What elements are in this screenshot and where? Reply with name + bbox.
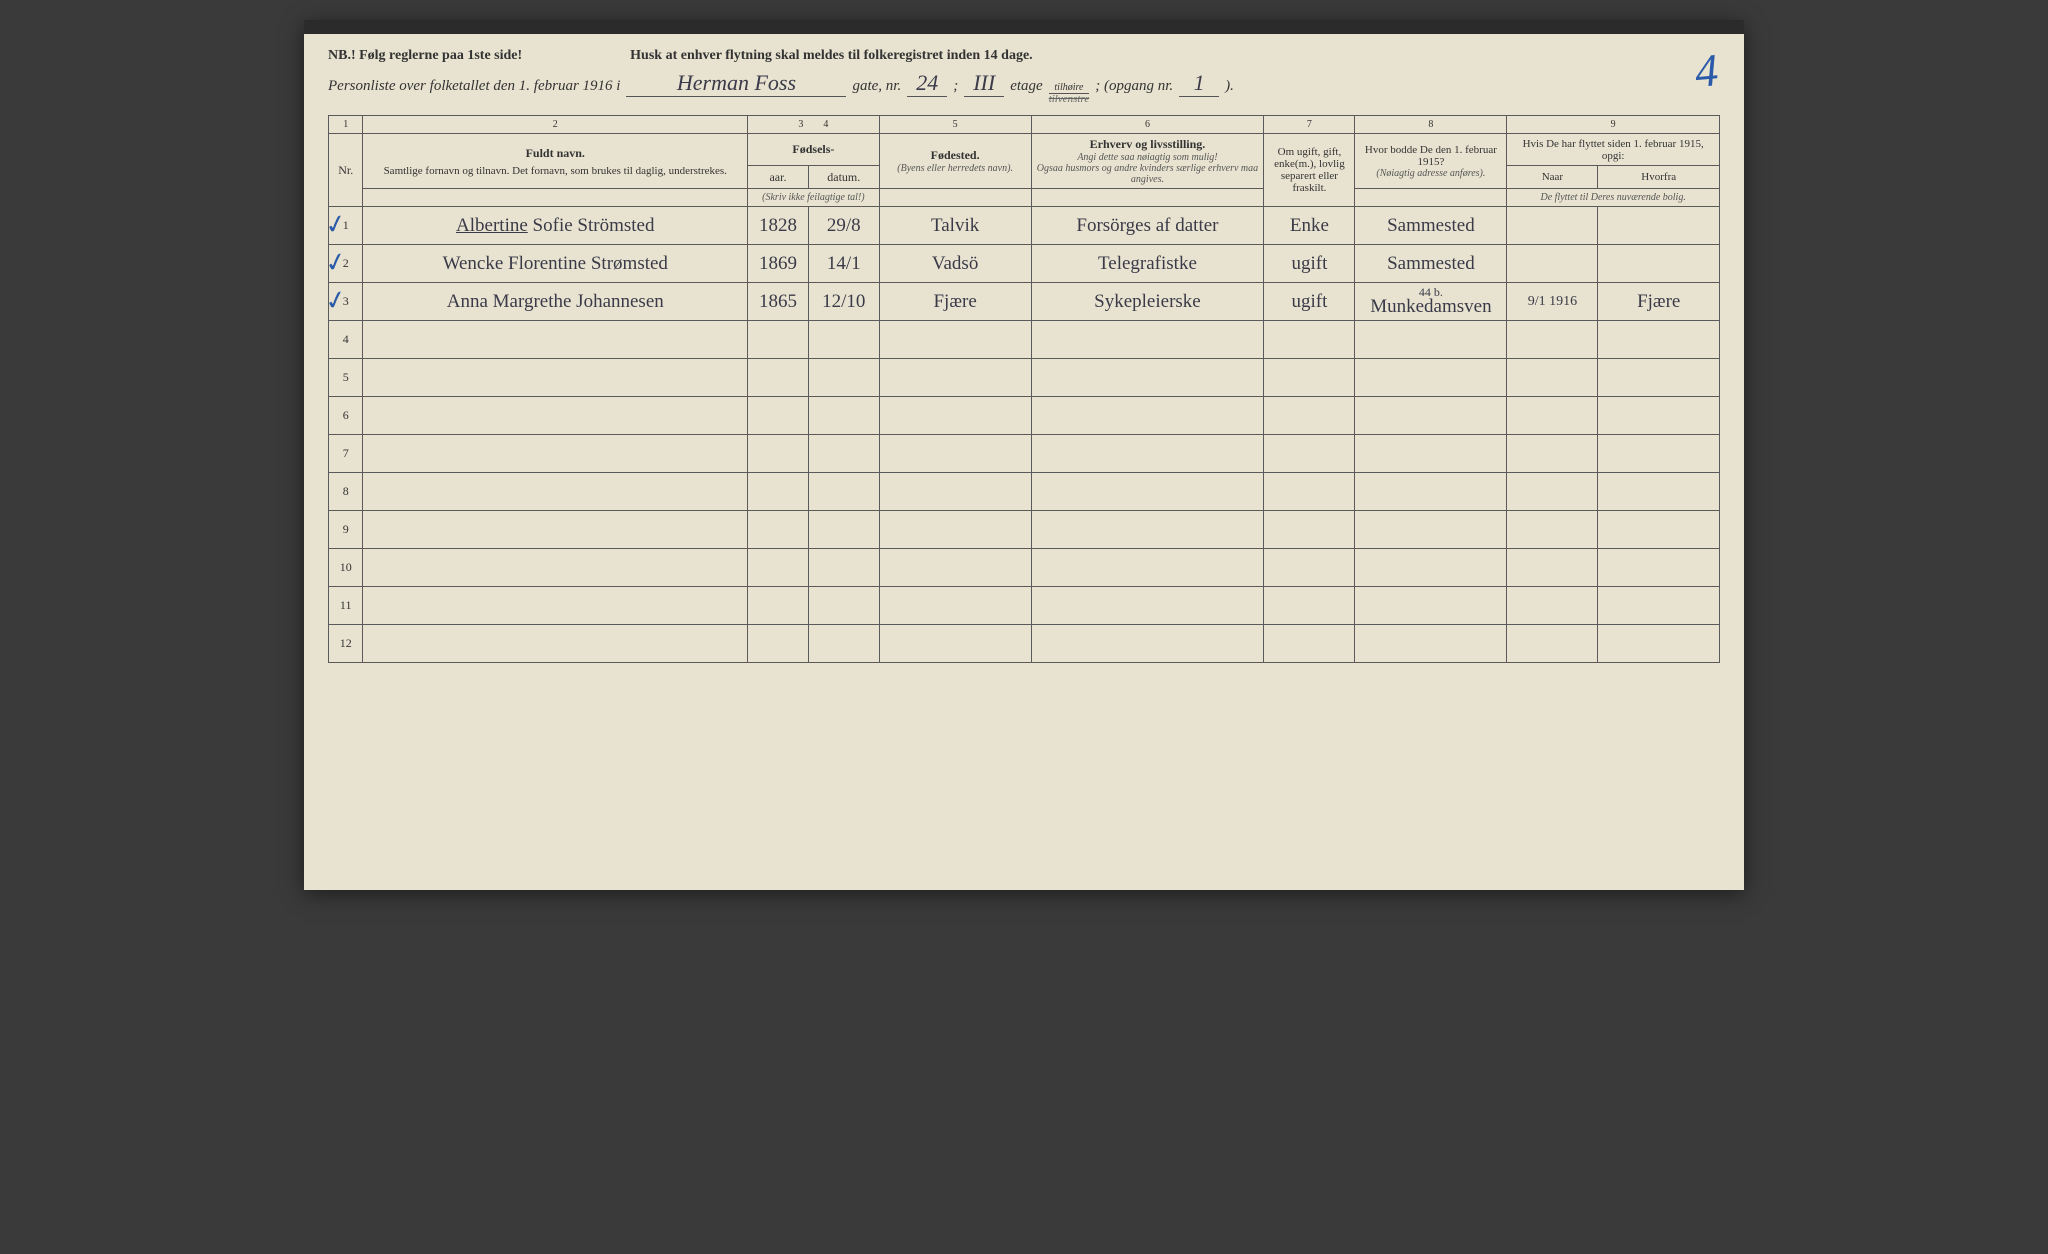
cell-moved-from: Fjære [1598, 283, 1720, 321]
colnum-1: 1 [329, 116, 363, 134]
colnum-3-4: 3 4 [748, 116, 880, 134]
cell-status: ugift [1264, 283, 1355, 321]
header-moved: Hvis De har flyttet siden 1. februar 191… [1507, 134, 1720, 166]
row-number: 7 [329, 435, 363, 473]
table-row: 6 [329, 397, 1720, 435]
cell-occupation: Sykepleierske [1031, 283, 1264, 321]
close-paren: ). [1225, 78, 1234, 95]
cell-date: 14/1 [808, 245, 879, 283]
table-row: 4 [329, 321, 1720, 359]
cell-name: Albertine Sofie Strömsted [363, 207, 748, 245]
row-number: ✓2 [329, 245, 363, 283]
cell-addr1915: Sammested [1355, 207, 1507, 245]
cell-moved-when [1507, 245, 1598, 283]
row-number: 10 [329, 549, 363, 587]
cell-place: Fjære [879, 283, 1031, 321]
table-row: 12 [329, 625, 1720, 663]
census-form-page: 4 NB.! Følg reglerne paa 1ste side! Husk… [304, 20, 1744, 890]
gate-label: gate, nr. [852, 78, 901, 95]
table-row: 11 [329, 587, 1720, 625]
header-year: aar. [748, 166, 809, 189]
cell-place: Talvik [879, 207, 1031, 245]
header-name: Fuldt navn. Samtlige fornavn og tilnavn.… [363, 134, 748, 189]
cell-date: 12/10 [808, 283, 879, 321]
cell-year: 1869 [748, 245, 809, 283]
cell-place: Vadsö [879, 245, 1031, 283]
colnum-8: 8 [1355, 116, 1507, 134]
title-line: Personliste over folketallet den 1. febr… [328, 70, 1720, 105]
row-number: ✓1 [329, 207, 363, 245]
table-row: ✓1 Albertine Sofie Strömsted 1828 29/8 T… [329, 207, 1720, 245]
header-marital: Om ugift, gift, enke(m.), lovlig separer… [1264, 134, 1355, 207]
header-date: datum. [808, 166, 879, 189]
header-birthplace: Fødested. (Byens eller herredets navn). [879, 134, 1031, 189]
opgang-label: ; (opgang nr. [1095, 78, 1173, 95]
cell-date: 29/8 [808, 207, 879, 245]
side-indicator: tilhøire tilvenstre [1049, 83, 1090, 105]
cell-addr1915: Sammested [1355, 245, 1507, 283]
cell-moved-from [1598, 245, 1720, 283]
row-number: 4 [329, 321, 363, 359]
row-number: 11 [329, 587, 363, 625]
header-birth: Fødsels- [748, 134, 880, 166]
header-addr1915: Hvor bodde De den 1. februar 1915? (Nøia… [1355, 134, 1507, 189]
cell-occupation: Forsörges af datter [1031, 207, 1264, 245]
table-header: 1 2 3 4 5 6 7 8 9 Nr. Fuldt navn. Samtli… [329, 116, 1720, 207]
header-nr: Nr. [329, 134, 363, 207]
gate-nr-field: 24 [907, 70, 947, 97]
cell-status: ugift [1264, 245, 1355, 283]
etage-label: etage [1010, 78, 1042, 95]
cell-year: 1828 [748, 207, 809, 245]
table-row: ✓2 Wencke Florentine Strømsted 1869 14/1… [329, 245, 1720, 283]
row-number: 5 [329, 359, 363, 397]
checkmark-icon: ✓ [322, 245, 350, 280]
colnum-9: 9 [1507, 116, 1720, 134]
row-number: 6 [329, 397, 363, 435]
cell-name: Wencke Florentine Strømsted [363, 245, 748, 283]
census-table: 1 2 3 4 5 6 7 8 9 Nr. Fuldt navn. Samtli… [328, 115, 1720, 663]
colnum-2: 2 [363, 116, 748, 134]
header-moved-when: Naar [1507, 166, 1598, 189]
row-number: 12 [329, 625, 363, 663]
title-prefix: Personliste over folketallet den 1. febr… [328, 78, 620, 95]
colnum-5: 5 [879, 116, 1031, 134]
table-row: 8 [329, 473, 1720, 511]
table-row: ✓3 Anna Margrethe Johannesen 1865 12/10 … [329, 283, 1720, 321]
header-moved-from: Hvorfra [1598, 166, 1720, 189]
table-row: 9 [329, 511, 1720, 549]
row-number: 8 [329, 473, 363, 511]
cell-status: Enke [1264, 207, 1355, 245]
street-name-field: Herman Foss [626, 70, 846, 97]
checkmark-icon: ✓ [322, 283, 350, 318]
opgang-nr-field: 1 [1179, 70, 1219, 97]
table-row: 10 [329, 549, 1720, 587]
table-row: 5 [329, 359, 1720, 397]
table-row: 7 [329, 435, 1720, 473]
header-occupation: Erhverv og livsstilling. Angi dette saa … [1031, 134, 1264, 189]
cell-addr1915: 44 b.Munkedamsven [1355, 283, 1507, 321]
page-number-annotation: 4 [1693, 43, 1721, 98]
reminder-text: Husk at enhver flytning skal meldes til … [630, 48, 1033, 64]
cell-year: 1865 [748, 283, 809, 321]
cell-moved-when: 9/1 1916 [1507, 283, 1598, 321]
colnum-6: 6 [1031, 116, 1264, 134]
header-moved-sub: De flyttet til Deres nuværende bolig. [1507, 189, 1720, 207]
header-birth-sub: (Skriv ikke feilagtige tal!) [748, 189, 880, 207]
checkmark-icon: ✓ [322, 207, 350, 242]
row-number: ✓3 [329, 283, 363, 321]
row-number: 9 [329, 511, 363, 549]
colnum-7: 7 [1264, 116, 1355, 134]
etage-field: III [964, 70, 1004, 97]
cell-moved-from [1598, 207, 1720, 245]
header-line-1: NB.! Følg reglerne paa 1ste side! Husk a… [328, 48, 1720, 64]
cell-moved-when [1507, 207, 1598, 245]
cell-occupation: Telegrafistke [1031, 245, 1264, 283]
header-name-sub [363, 189, 748, 207]
nb-notice: NB.! Følg reglerne paa 1ste side! [328, 48, 522, 64]
cell-name: Anna Margrethe Johannesen [363, 283, 748, 321]
table-body: ✓1 Albertine Sofie Strömsted 1828 29/8 T… [329, 207, 1720, 663]
